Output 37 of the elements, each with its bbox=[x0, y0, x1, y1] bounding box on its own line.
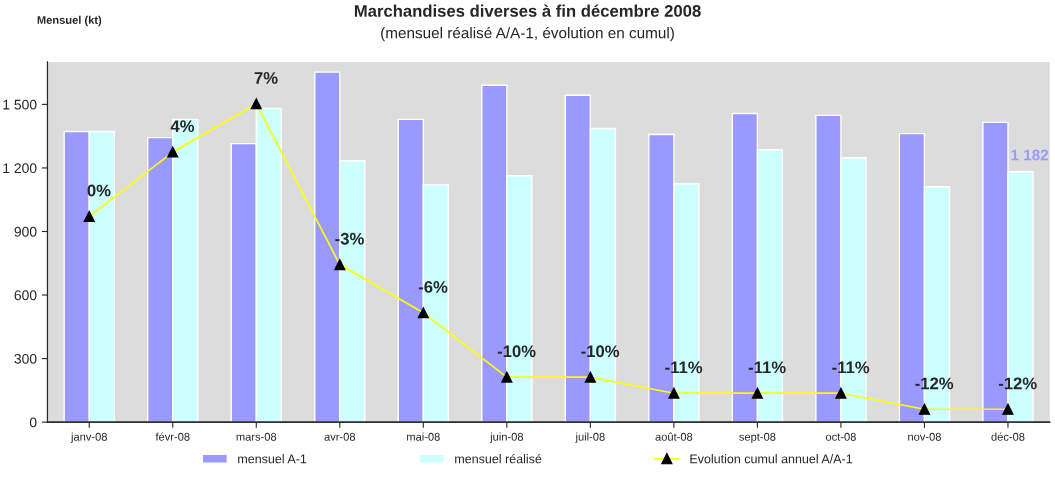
x-tick-label: juil-08 bbox=[575, 432, 605, 443]
y-tick-label: 1 200 bbox=[3, 163, 37, 174]
chart-subtitle: (mensuel réalisé A/A-1, évolution en cumul) bbox=[381, 26, 674, 42]
y-tick-label: 0 bbox=[29, 417, 37, 428]
x-tick-label: nov-08 bbox=[908, 432, 941, 441]
chart-title: Marchandises diverses à fin décembre 2008 bbox=[354, 4, 701, 17]
data-label: 7% bbox=[254, 72, 278, 84]
x-tick-label: févr-08 bbox=[155, 432, 190, 441]
x-tick-label: juin-08 bbox=[489, 432, 524, 443]
data-label: -11% bbox=[832, 361, 870, 374]
x-tick-label: août-08 bbox=[655, 432, 693, 441]
data-label: -12% bbox=[998, 377, 1037, 390]
data-label: -11% bbox=[665, 361, 703, 374]
x-tick-label: mars-08 bbox=[236, 432, 277, 441]
data-label: -10% bbox=[581, 345, 620, 358]
legend-label: Evolution cumul annuel A/A-1 bbox=[690, 454, 853, 464]
y-tick-label: 1 500 bbox=[3, 99, 37, 110]
annotation: 1 182 bbox=[1011, 149, 1049, 161]
legend-label: mensuel réalisé bbox=[455, 453, 542, 464]
x-tick-label: mai-08 bbox=[407, 432, 440, 441]
y-tick-label: 300 bbox=[14, 353, 37, 364]
x-tick-label: janv-08 bbox=[70, 432, 107, 443]
x-tick-label: oct-08 bbox=[825, 432, 856, 441]
data-label: -12% bbox=[915, 377, 954, 390]
y-axis-title: Mensuel (kt) bbox=[37, 15, 102, 27]
y-tick-label: 600 bbox=[14, 290, 37, 301]
x-tick-label: avr-08 bbox=[324, 432, 356, 441]
data-label: -3% bbox=[335, 232, 364, 245]
data-label: -11% bbox=[748, 361, 786, 374]
data-label: -10% bbox=[497, 345, 536, 358]
x-tick-label: sept-08 bbox=[739, 432, 776, 443]
data-label: 4% bbox=[170, 120, 195, 133]
legend-label: mensuel A-1 bbox=[238, 454, 307, 464]
x-tick-label: déc-08 bbox=[991, 432, 1025, 441]
y-tick-label: 900 bbox=[14, 226, 37, 237]
data-label: -6% bbox=[418, 281, 448, 293]
data-label: 0% bbox=[87, 184, 111, 197]
